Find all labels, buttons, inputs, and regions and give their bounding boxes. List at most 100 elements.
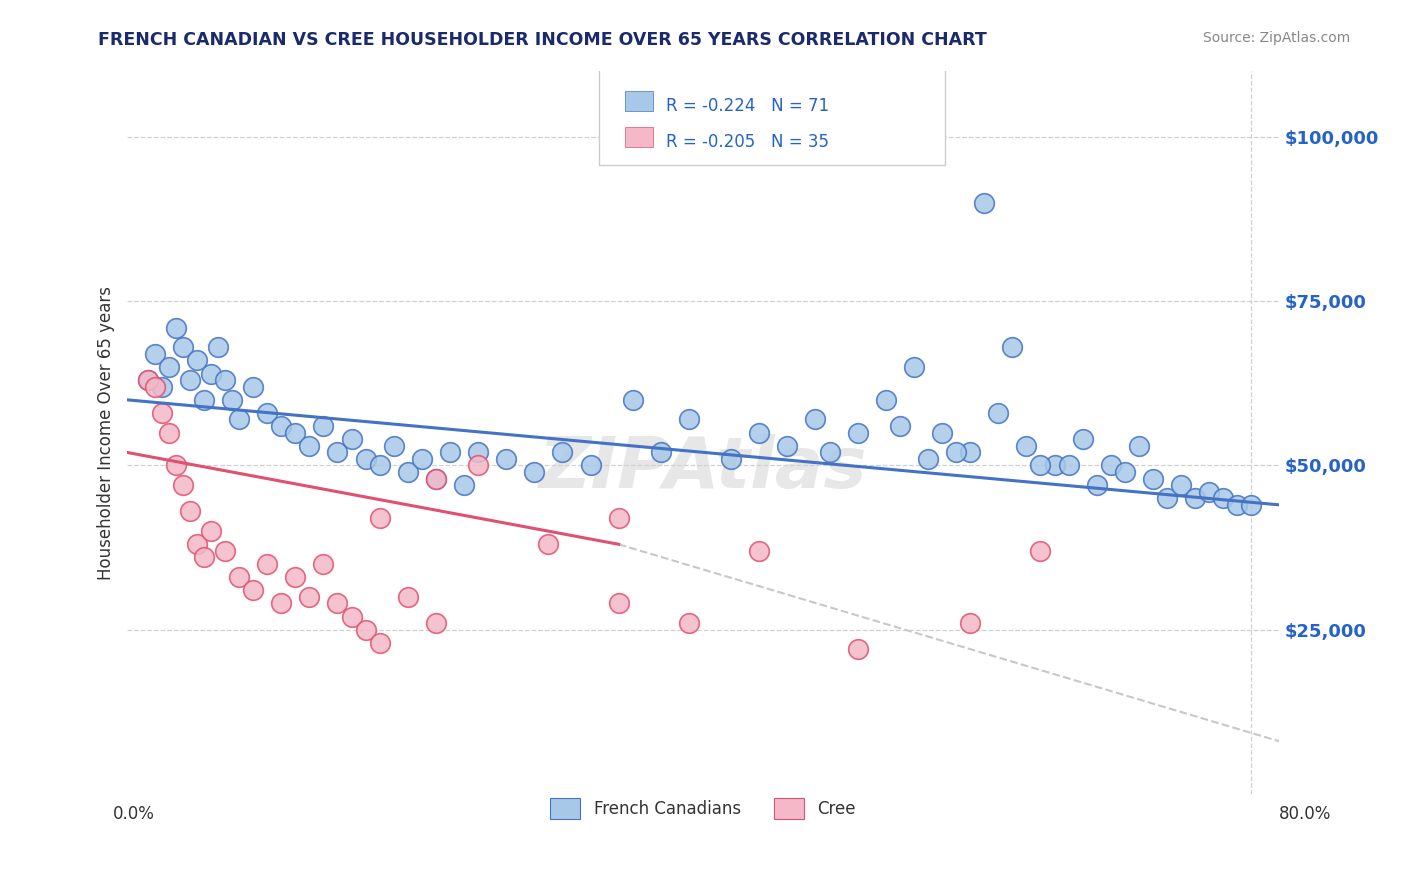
Point <box>903 359 925 374</box>
Point <box>931 425 953 440</box>
Point <box>621 392 644 407</box>
Point <box>959 616 981 631</box>
Point <box>846 425 869 440</box>
Point <box>439 445 461 459</box>
Point <box>537 537 560 551</box>
Point <box>221 392 243 407</box>
Point <box>256 557 278 571</box>
Point <box>179 373 201 387</box>
Point <box>889 419 911 434</box>
Point <box>1071 432 1094 446</box>
Point <box>551 445 574 459</box>
Point <box>804 412 827 426</box>
Point <box>256 406 278 420</box>
Point <box>228 412 250 426</box>
Point <box>214 373 236 387</box>
Point <box>1156 491 1178 506</box>
Point <box>157 425 180 440</box>
Point <box>1085 478 1108 492</box>
FancyBboxPatch shape <box>599 68 945 165</box>
Point <box>172 340 194 354</box>
Point <box>523 465 546 479</box>
Point <box>425 616 447 631</box>
Point <box>340 432 363 446</box>
Text: Source: ZipAtlas.com: Source: ZipAtlas.com <box>1202 31 1350 45</box>
Point <box>987 406 1010 420</box>
Point <box>193 392 215 407</box>
Text: 80.0%: 80.0% <box>1278 805 1331 822</box>
Text: R = -0.205   N = 35: R = -0.205 N = 35 <box>666 133 830 151</box>
Point <box>467 458 489 473</box>
Point <box>973 195 995 210</box>
Point <box>150 379 173 393</box>
Point <box>284 570 307 584</box>
Point <box>1099 458 1122 473</box>
Point <box>875 392 897 407</box>
Point <box>242 583 264 598</box>
Point <box>1170 478 1192 492</box>
Point <box>143 379 166 393</box>
Text: 0.0%: 0.0% <box>112 805 155 822</box>
Point <box>1212 491 1234 506</box>
Point <box>136 373 159 387</box>
Point <box>312 557 335 571</box>
Point <box>748 544 770 558</box>
Point <box>1240 498 1263 512</box>
Point <box>186 537 208 551</box>
Point <box>1184 491 1206 506</box>
Text: ZIPAtlas: ZIPAtlas <box>538 434 868 503</box>
Point <box>678 616 700 631</box>
Point <box>453 478 475 492</box>
Point <box>1043 458 1066 473</box>
Point <box>207 340 229 354</box>
Point <box>228 570 250 584</box>
Point <box>1142 472 1164 486</box>
Point <box>165 320 187 334</box>
Point <box>270 596 292 610</box>
FancyBboxPatch shape <box>624 128 654 147</box>
Point <box>242 379 264 393</box>
Point <box>1029 458 1052 473</box>
Point <box>846 642 869 657</box>
Point <box>959 445 981 459</box>
Point <box>678 412 700 426</box>
Point <box>396 590 419 604</box>
Point <box>818 445 841 459</box>
Point <box>200 524 222 538</box>
Point <box>720 451 742 466</box>
Point <box>579 458 602 473</box>
Y-axis label: Householder Income Over 65 years: Householder Income Over 65 years <box>97 285 115 580</box>
Point <box>157 359 180 374</box>
Point <box>748 425 770 440</box>
Point <box>326 445 349 459</box>
Point <box>411 451 433 466</box>
Point <box>186 353 208 368</box>
Point <box>1114 465 1136 479</box>
Point <box>172 478 194 492</box>
Point <box>136 373 159 387</box>
Point <box>945 445 967 459</box>
Point <box>1226 498 1249 512</box>
Text: FRENCH CANADIAN VS CREE HOUSEHOLDER INCOME OVER 65 YEARS CORRELATION CHART: FRENCH CANADIAN VS CREE HOUSEHOLDER INCO… <box>98 31 987 49</box>
Legend: French Canadians, Cree: French Canadians, Cree <box>544 791 862 825</box>
Point <box>495 451 517 466</box>
Point <box>382 439 405 453</box>
Point <box>1029 544 1052 558</box>
Point <box>368 636 391 650</box>
Point <box>1015 439 1038 453</box>
Point <box>1198 484 1220 499</box>
Point <box>326 596 349 610</box>
Point <box>354 451 377 466</box>
Point <box>193 550 215 565</box>
Point <box>368 511 391 525</box>
Point <box>200 367 222 381</box>
Point <box>425 472 447 486</box>
Point <box>312 419 335 434</box>
Point <box>165 458 187 473</box>
Point <box>650 445 672 459</box>
Text: R = -0.224   N = 71: R = -0.224 N = 71 <box>666 97 830 115</box>
Point <box>396 465 419 479</box>
Point <box>150 406 173 420</box>
Point <box>1001 340 1024 354</box>
Point <box>607 511 630 525</box>
